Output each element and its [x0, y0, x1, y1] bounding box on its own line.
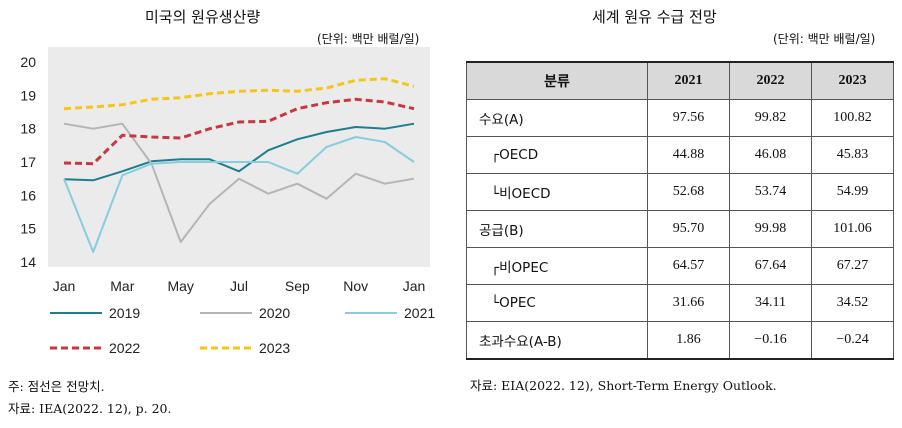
table-row: ┌비OPEC 64.57 67.64 67.27 [466, 247, 894, 285]
table-source: 자료: EIA(2022. 12), Short-Term Energy Out… [470, 378, 777, 393]
row-label: ┌비OPEC [466, 247, 648, 285]
y-tick-label: 20 [20, 54, 36, 70]
y-tick-label: 16 [20, 187, 36, 203]
legend-label: 2022 [109, 340, 140, 356]
y-tick-label: 17 [20, 154, 36, 170]
table-header-row: 분류 2021 2022 2023 [466, 61, 894, 100]
cell-value: 31.66 [647, 284, 730, 322]
cell-value: 99.98 [729, 210, 812, 248]
cell-value: 46.08 [729, 136, 812, 174]
legend-label: 2020 [259, 305, 290, 321]
cell-value: 34.11 [729, 284, 812, 322]
y-tick-label: 19 [20, 87, 36, 103]
x-tick-label: Jan [403, 278, 426, 294]
series-line-2022 [63, 97, 415, 166]
chart-unit: (단위: 백만 배럴/일) [317, 32, 420, 46]
x-tick-label: Mar [110, 278, 134, 294]
row-label: └비OECD [466, 173, 648, 211]
row-label: 초과수요(A-B) [466, 321, 648, 360]
chart-note: 주: 점선은 전망치. [8, 379, 105, 394]
y-tick-label: 18 [20, 121, 36, 137]
cell-value: 45.83 [811, 136, 894, 174]
line-chart: 14 15 16 17 18 19 20 Jan Mar May Jul Sep Nov Jan 201… [20, 47, 435, 356]
x-tick-label: Nov [343, 278, 368, 294]
chart-title: 미국의 원유생산량 [145, 8, 261, 26]
table-row: └비OECD 52.68 53.74 54.99 [466, 173, 894, 211]
cell-value: −0.16 [729, 321, 812, 360]
row-label: 수요(A) [466, 99, 648, 137]
cell-value: 101.06 [811, 210, 894, 248]
table-row: 초과수요(A-B) 1.86 −0.16 −0.24 [466, 321, 894, 360]
cell-value: 53.74 [729, 173, 812, 211]
row-label: └OPEC [466, 284, 648, 322]
cell-value: 67.27 [811, 247, 894, 285]
chart-source: 자료: IEA(2022. 12), p. 20. [8, 401, 172, 416]
table-unit: (단위: 백만 배럴/일) [773, 32, 876, 46]
legend-label: 2021 [404, 305, 435, 321]
header-2021: 2021 [647, 61, 730, 100]
legend-label: 2019 [109, 305, 140, 321]
series-line-2020 [63, 122, 415, 243]
header-category: 분류 [466, 61, 648, 100]
x-tick-label: Sep [285, 278, 310, 294]
cell-value: 64.57 [647, 247, 730, 285]
table-title: 세계 원유 수급 전망 [592, 8, 717, 26]
series-line-2019 [63, 122, 415, 182]
header-2022: 2022 [729, 61, 812, 100]
cell-value: 54.99 [811, 173, 894, 211]
cell-value: 52.68 [647, 173, 730, 211]
cell-value: 100.82 [811, 99, 894, 137]
cell-value: 34.52 [811, 284, 894, 322]
plot-background [48, 47, 430, 267]
y-tick-label: 14 [20, 254, 36, 270]
series-line-2023 [63, 77, 415, 111]
table-row: 수요(A) 97.56 99.82 100.82 [466, 99, 894, 137]
cell-value: −0.24 [811, 321, 894, 360]
cell-value: 1.86 [647, 321, 730, 360]
row-label: ┌OECD [466, 136, 648, 174]
supply-demand-table: 분류 2021 2022 2023 수요(A) 97.56 99.82 100.… [466, 61, 894, 360]
x-tick-label: Jul [230, 278, 248, 294]
cell-value: 97.56 [647, 99, 730, 137]
table-row: ┌OECD 44.88 46.08 45.83 [466, 136, 894, 174]
series-line-2021 [63, 136, 415, 253]
cell-value: 95.70 [647, 210, 730, 248]
cell-value: 99.82 [729, 99, 812, 137]
table-row: └OPEC 31.66 34.11 34.52 [466, 284, 894, 322]
y-tick-label: 15 [20, 221, 36, 237]
table-row: 공급(B) 95.70 99.98 101.06 [466, 210, 894, 248]
x-tick-label: Jan [53, 278, 76, 294]
row-label: 공급(B) [466, 210, 648, 248]
cell-value: 44.88 [647, 136, 730, 174]
legend-label: 2023 [259, 340, 290, 356]
cell-value: 67.64 [729, 247, 812, 285]
x-tick-label: May [167, 278, 193, 294]
header-2023: 2023 [811, 61, 894, 100]
